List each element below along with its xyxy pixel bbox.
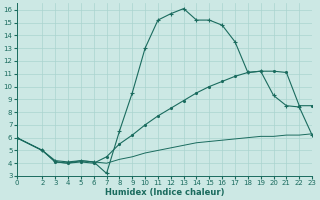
X-axis label: Humidex (Indice chaleur): Humidex (Indice chaleur) bbox=[105, 188, 224, 197]
